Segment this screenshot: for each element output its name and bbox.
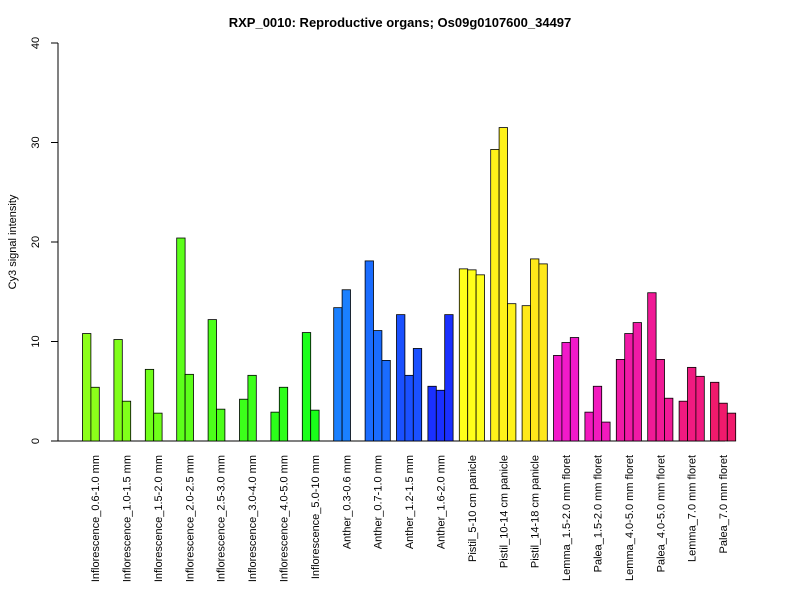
x-tick-label: Inflorescence_1.0-1.5 mm — [122, 455, 134, 582]
x-tick-label: Inflorescence_0.6-1.0 mm — [90, 455, 102, 582]
x-tick-label: Palea_1.5-2.0 mm floret — [593, 455, 605, 572]
y-axis: 0 10 20 30 40 — [30, 37, 59, 444]
y-tick-label: 30 — [30, 136, 42, 148]
bar — [498, 127, 508, 442]
bar — [521, 305, 531, 442]
bar — [538, 263, 548, 442]
x-tick-label: Inflorescence_3.0-4.0 mm — [247, 455, 259, 582]
bar — [427, 385, 437, 442]
x-tick-label: Pistil_14-18 cm panicle — [530, 455, 542, 568]
bar — [239, 398, 249, 442]
bar — [647, 292, 657, 442]
bar — [507, 303, 517, 442]
bar — [601, 421, 611, 442]
bar — [412, 348, 423, 442]
bar — [144, 368, 155, 442]
y-axis-label: Cy3 signal intensity — [7, 194, 19, 289]
bar — [678, 400, 688, 442]
x-tick-label: Pistil_5-10 cm panicle — [467, 455, 479, 562]
y-tick-label: 40 — [30, 37, 42, 49]
bar — [310, 409, 320, 442]
x-tick-label: Inflorescence_2.5-3.0 mm — [216, 455, 228, 582]
x-tick-label: Anther_1.2-1.5 mm — [404, 455, 416, 549]
y-tick-label: 20 — [30, 236, 42, 248]
x-tick-label: Palea_4.0-5.0 mm floret — [655, 455, 667, 572]
bar — [341, 289, 351, 442]
bar — [655, 359, 665, 442]
bar — [364, 260, 374, 442]
bar — [333, 307, 343, 442]
bar — [216, 408, 226, 442]
bar — [718, 402, 728, 442]
bar — [301, 332, 312, 442]
bar — [624, 333, 634, 442]
bar — [82, 333, 92, 442]
bar — [664, 397, 674, 442]
bar — [90, 386, 100, 442]
x-tick-label: Lemma_1.5-2.0 mm floret — [561, 455, 573, 581]
bar — [615, 359, 626, 442]
bar — [490, 149, 500, 442]
bar — [569, 337, 580, 442]
x-tick-label: Lemma_7.0 mm floret — [687, 455, 699, 562]
bar — [121, 400, 132, 442]
chart-title: RXP_0010: Reproductive organs; Os09g0107… — [229, 15, 572, 30]
bar — [584, 411, 594, 442]
bar — [184, 373, 194, 442]
bar — [278, 386, 289, 442]
y-tick-label: 10 — [30, 335, 42, 347]
bar — [687, 366, 697, 442]
x-tick-label: Pistil_10-14 cm panicle — [498, 455, 510, 568]
bar — [435, 389, 446, 442]
x-tick-label: Inflorescence_1.5-2.0 mm — [153, 455, 165, 582]
bar — [176, 237, 186, 442]
bar — [553, 355, 563, 442]
bar — [592, 385, 603, 442]
bar — [153, 412, 163, 442]
bar — [404, 374, 414, 442]
bar — [475, 274, 485, 442]
x-tick-label: Anther_1.6-2.0 mm — [436, 455, 448, 549]
x-tick-label: Inflorescence_4.0-5.0 mm — [279, 455, 291, 582]
x-tick-label: Anther_0.7-1.0 mm — [373, 455, 385, 549]
x-tick-label: Palea_7.0 mm floret — [718, 455, 730, 553]
bar — [207, 319, 217, 442]
bar — [458, 268, 469, 442]
bar — [270, 411, 280, 442]
bar — [726, 412, 737, 442]
bar — [444, 314, 454, 442]
x-tick-label: Inflorescence_5.0-10 mm — [310, 455, 322, 579]
bars-group — [82, 127, 737, 442]
bar — [695, 375, 705, 442]
x-tick-labels: Inflorescence_0.6-1.0 mm Inflorescence_1.… — [90, 455, 730, 582]
bar — [467, 269, 477, 442]
bar — [710, 381, 720, 442]
bar — [632, 322, 642, 442]
bar — [373, 330, 383, 442]
bar — [396, 314, 406, 442]
y-tick-label: 0 — [30, 438, 42, 444]
x-tick-label: Inflorescence_2.0-2.5 mm — [184, 455, 196, 582]
x-tick-label: Lemma_4.0-5.0 mm floret — [624, 455, 636, 581]
bar — [530, 258, 540, 442]
bar — [113, 339, 123, 442]
bar — [561, 342, 571, 442]
bar — [381, 360, 391, 442]
x-tick-label: Anther_0.3-0.6 mm — [341, 455, 353, 549]
bar — [247, 374, 257, 442]
